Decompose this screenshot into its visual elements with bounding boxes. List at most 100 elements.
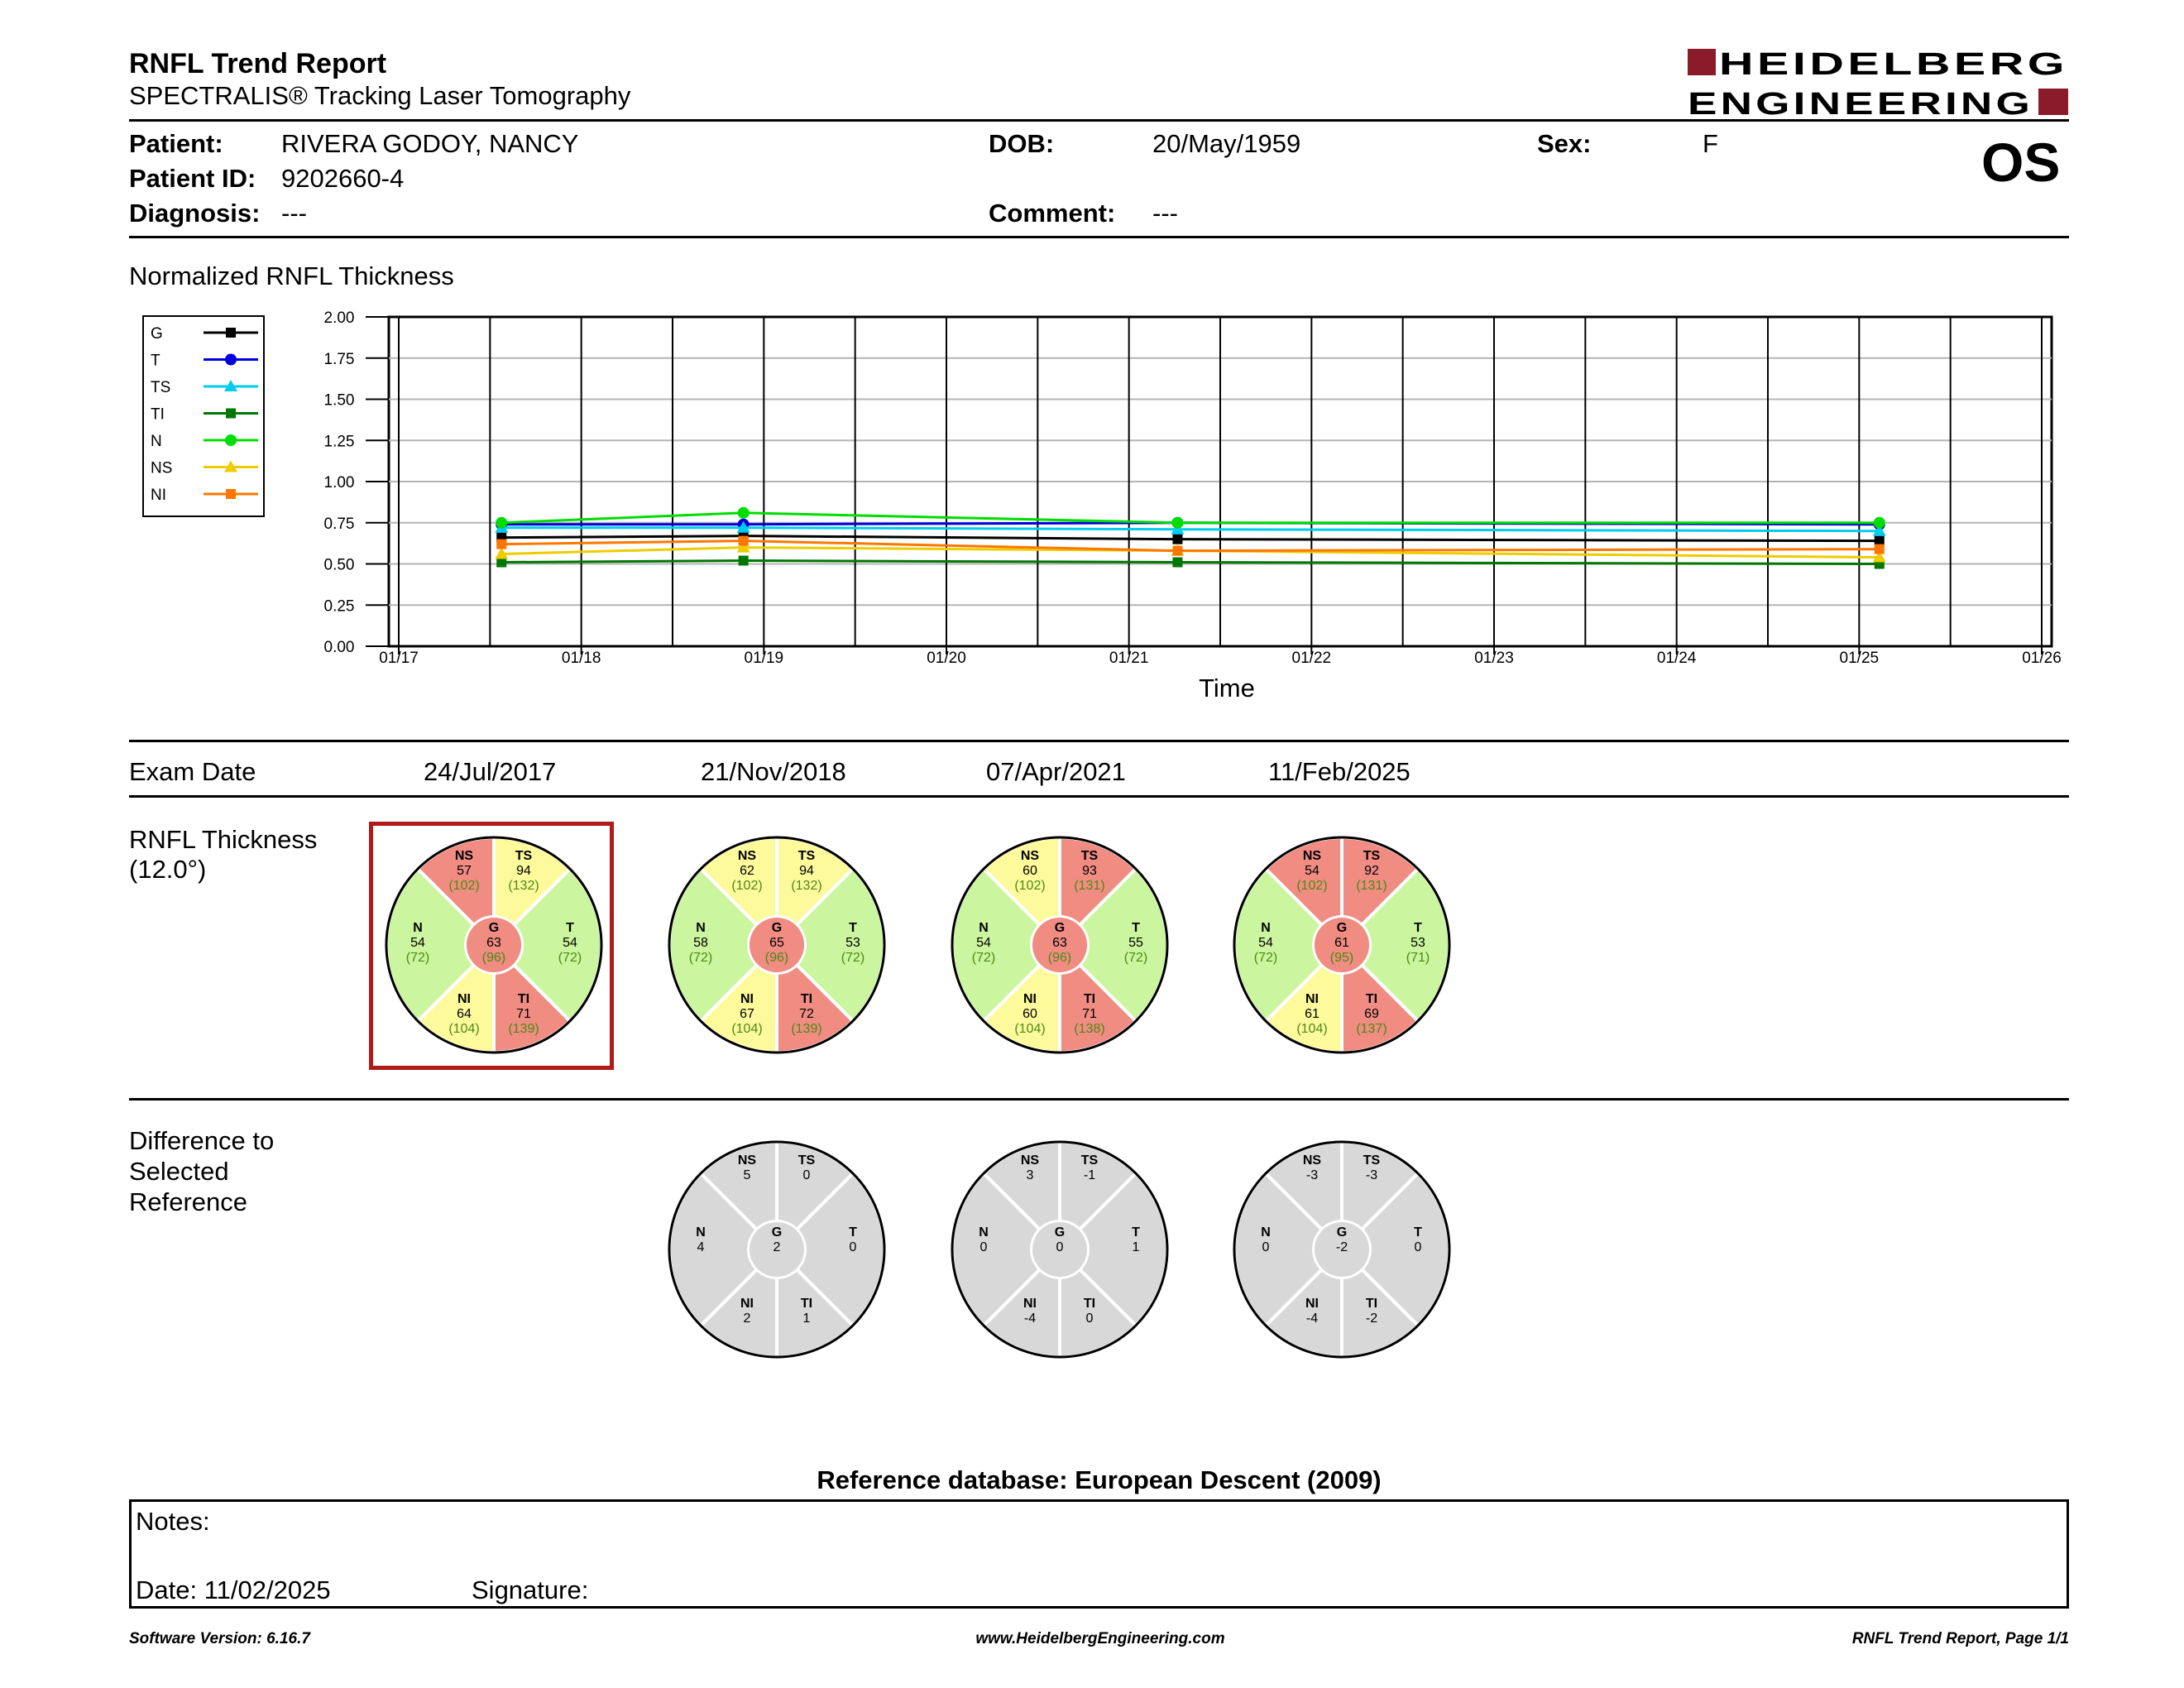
x-tick-label: 01/24: [1657, 650, 1697, 667]
label-ni: NI: [740, 1297, 754, 1311]
x-tick-label: 01/18: [562, 650, 601, 667]
point-ni: [1172, 545, 1183, 556]
value-ti: 71: [516, 1007, 531, 1021]
value-ni: 67: [740, 1007, 754, 1021]
x-tick-label: 01/23: [1474, 650, 1514, 667]
label-ti: TI: [1366, 1297, 1377, 1311]
sector-g: [1315, 918, 1369, 972]
legend-label-ns: NS: [151, 460, 172, 477]
difference-plots: NS5TS0N4T0NI2TI1G2NS3TS-1N0T1NI-4TI0G0NS…: [668, 1139, 1451, 1360]
label-ni: NI: [457, 992, 471, 1006]
x-tick-label: 01/26: [2022, 650, 2062, 667]
value-ni: 2: [744, 1312, 751, 1326]
label-t: T: [1414, 921, 1422, 935]
normal-t: (72): [1124, 951, 1147, 965]
series-line-n: [501, 511, 1880, 525]
value-ns: 60: [1023, 864, 1037, 878]
point-ns: [495, 547, 509, 559]
label-ni: NI: [1305, 992, 1319, 1006]
sex-value: F: [1703, 129, 1718, 158]
x-tick-label: 01/20: [927, 650, 966, 667]
point-g: [1874, 535, 1885, 546]
label-n: N: [1261, 921, 1271, 935]
y-tick-label: 1.25: [324, 433, 355, 450]
label-ni: NI: [1023, 1297, 1037, 1311]
y-tick-label: 0.00: [324, 639, 355, 656]
label-g: G: [1337, 921, 1347, 935]
point-ti: [496, 557, 507, 568]
label-g: G: [1055, 921, 1065, 935]
value-ni: 60: [1023, 1007, 1037, 1021]
label-ni: NI: [740, 992, 754, 1006]
x-axis-title: Time: [1199, 674, 1255, 703]
rnfl-thickness-label: RNFL Thickness: [129, 825, 318, 854]
point-n: [1171, 516, 1184, 529]
legend-label-ti: TI: [151, 406, 165, 424]
plot-outline: [668, 836, 886, 1054]
y-tick-label: 2.00: [324, 309, 355, 327]
value-g: 65: [769, 936, 784, 950]
logo-square-bottom: [2038, 89, 2068, 115]
value-ns: 54: [1305, 864, 1320, 878]
value-n: 58: [693, 936, 708, 950]
comment-label: Comment:: [989, 199, 1116, 228]
series-line-ti: [501, 559, 1880, 565]
legend-marker-ni: [226, 489, 236, 499]
label-ns: NS: [1021, 849, 1040, 863]
value-ti: 72: [799, 1007, 814, 1021]
diagnosis-value: ---: [281, 199, 307, 228]
normal-ns: (102): [1296, 879, 1327, 893]
label-n: N: [413, 921, 423, 935]
label-t: T: [849, 1225, 857, 1240]
legend-box: [142, 315, 265, 517]
value-ts: 93: [1082, 864, 1097, 878]
legend-label-g: G: [151, 325, 163, 343]
label-ns: NS: [455, 849, 474, 863]
label-ti: TI: [1084, 1297, 1095, 1311]
legend-marker-ti: [226, 408, 236, 419]
point-ni: [1874, 544, 1885, 554]
thickness-plot-3: NS60(102)TS93(131)N54(72)T55(72)NI60(104…: [951, 835, 1169, 1055]
notes-box[interactable]: [129, 1499, 2069, 1609]
logo-line1: HEIDELBERG: [1719, 47, 2068, 82]
thickness-plot-1: NS57(102)TS94(132)N54(72)T54(72)NI64(104…: [385, 835, 603, 1055]
patient-id-label: Patient ID:: [129, 164, 256, 193]
value-ns: 5: [744, 1168, 751, 1182]
value-ts: -3: [1366, 1168, 1377, 1182]
exam-date-label: Exam Date: [129, 757, 256, 786]
label-g: G: [1055, 1225, 1065, 1240]
legend-marker-ts: [224, 380, 237, 391]
label-ts: TS: [515, 849, 533, 863]
normal-ni: (104): [1296, 1022, 1327, 1036]
dob-label: DOB:: [989, 129, 1055, 158]
x-tick-label: 01/25: [1840, 650, 1880, 667]
value-t: 53: [1410, 936, 1425, 950]
website-link[interactable]: www.HeidelbergEngineering.com: [975, 1630, 1225, 1647]
point-ti: [1172, 557, 1183, 568]
series-line-g: [501, 535, 1880, 543]
label-ni: NI: [1023, 992, 1037, 1006]
point-ns: [736, 540, 750, 553]
signature-label: Signature:: [472, 1575, 589, 1604]
point-ni: [738, 535, 749, 546]
label-ti: TI: [1366, 992, 1377, 1006]
value-ts: 92: [1364, 864, 1379, 878]
y-tick-label: 1.00: [324, 474, 355, 492]
normal-ni: (104): [731, 1022, 762, 1036]
label-ti: TI: [1084, 992, 1095, 1006]
value-g: 2: [774, 1240, 781, 1254]
normal-g: (96): [765, 951, 788, 965]
sector-g: [1032, 918, 1087, 972]
normal-n: (72): [406, 951, 429, 965]
label-g: G: [489, 921, 499, 935]
label-t: T: [849, 921, 857, 935]
selected-reference-frame[interactable]: [369, 822, 614, 1070]
value-ts: 94: [516, 864, 531, 878]
difference-label-2: Selected: [129, 1157, 229, 1186]
logo-line2: ENGINEERING: [1688, 87, 2033, 120]
value-g: 63: [486, 936, 501, 950]
plot-outline: [951, 836, 1169, 1054]
report-subtitle: SPECTRALIS® Tracking Laser Tomography: [129, 81, 631, 110]
label-ns: NS: [738, 849, 757, 863]
label-ti: TI: [801, 992, 812, 1006]
